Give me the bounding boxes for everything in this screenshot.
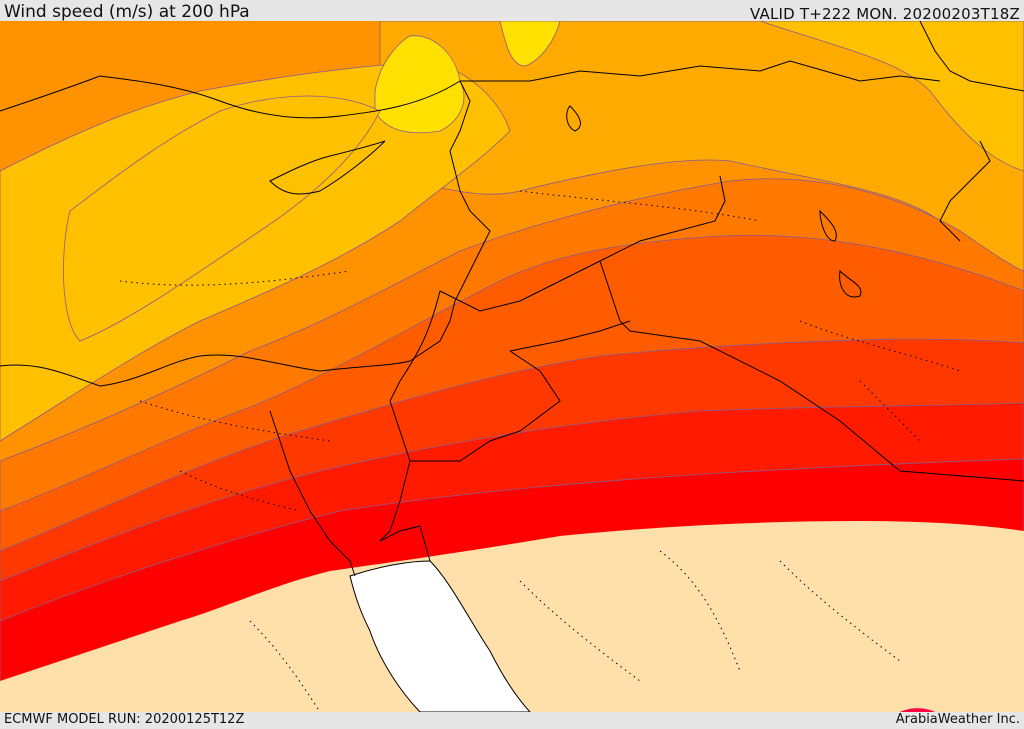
map-title: Wind speed (m/s) at 200 hPa [4,2,250,22]
wind-speed-map [0,21,1024,712]
red-sea [349,560,531,712]
map-footer: ECMWF MODEL RUN: 20200125T12Z ArabiaWeat… [0,712,1024,729]
band-lightest-north [499,21,561,67]
valid-time: VALID T+222 MON. 20200203T18Z [750,5,1020,23]
credit-label: ArabiaWeather Inc. [895,712,1020,727]
country-borders [0,21,1024,577]
model-run-label: ECMWF MODEL RUN: 20200125T12Z [4,712,245,727]
band-1-northeast [759,21,1024,172]
land-area [0,521,1024,712]
band-8-corner [900,708,935,712]
band-1-west [0,60,511,442]
band-1-inner [63,95,381,342]
map-header: Wind speed (m/s) at 200 hPa VALID T+222 … [0,0,1024,23]
province-lines [119,190,961,712]
